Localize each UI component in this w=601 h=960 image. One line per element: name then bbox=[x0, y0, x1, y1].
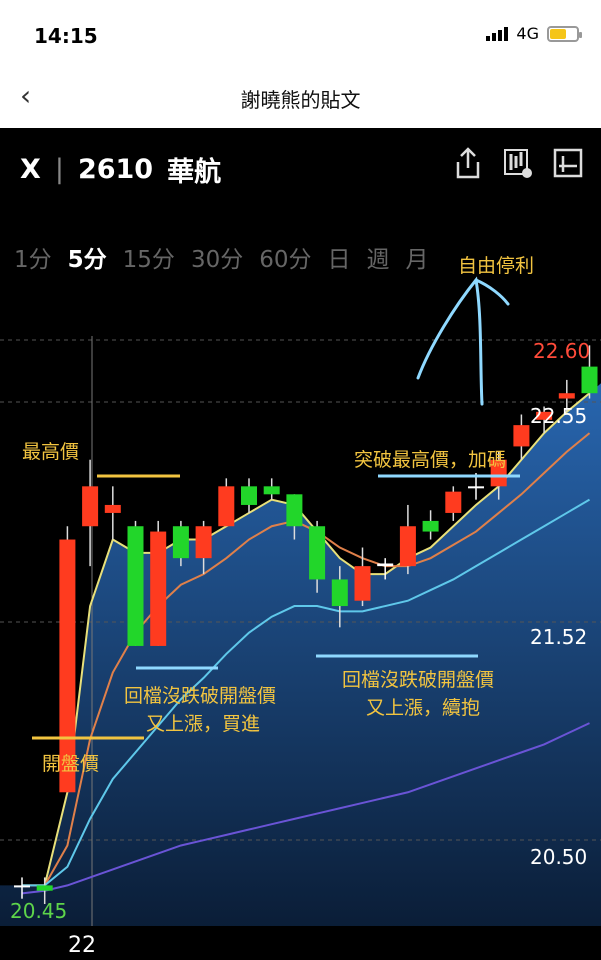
candle bbox=[36, 877, 53, 905]
candle-body bbox=[331, 579, 348, 607]
candle-body bbox=[82, 486, 99, 527]
period-tab[interactable]: 月 bbox=[405, 247, 429, 273]
moving-average-line bbox=[21, 722, 590, 895]
pullback2-label-1: 回檔沒跌破開盤價 bbox=[342, 669, 494, 691]
back-chevron-icon[interactable]: ‹ bbox=[20, 79, 32, 112]
price-label-second: 22.55 bbox=[530, 404, 587, 428]
candle bbox=[82, 459, 99, 567]
candle bbox=[558, 379, 575, 412]
candle-body bbox=[445, 491, 462, 513]
moving-average-line bbox=[22, 498, 591, 887]
take-profit-arrow bbox=[416, 276, 510, 406]
candle bbox=[399, 504, 416, 575]
candle bbox=[377, 558, 394, 580]
candle-body bbox=[218, 486, 235, 527]
candle bbox=[445, 486, 462, 521]
candle-body bbox=[399, 526, 416, 567]
candle-body bbox=[14, 885, 30, 888]
candle-body bbox=[377, 563, 394, 567]
candle-body bbox=[536, 411, 553, 420]
indicator-settings-icon[interactable] bbox=[503, 146, 533, 180]
candle bbox=[218, 478, 235, 527]
network-type: 4G bbox=[516, 24, 539, 43]
candle-body bbox=[172, 526, 189, 559]
period-tab[interactable]: 60分 bbox=[259, 247, 312, 273]
period-tab[interactable]: 30分 bbox=[190, 247, 244, 273]
price-label-lower: 20.50 bbox=[530, 845, 587, 869]
candle-body bbox=[513, 425, 530, 447]
candle bbox=[354, 547, 371, 607]
signal-icon bbox=[486, 26, 509, 41]
candle-body bbox=[354, 566, 371, 601]
candle-body bbox=[195, 526, 212, 559]
candle bbox=[172, 520, 189, 567]
candle bbox=[150, 520, 167, 646]
candle bbox=[536, 406, 553, 434]
candle bbox=[241, 478, 257, 513]
x-axis-label: 22 bbox=[68, 933, 96, 958]
moving-average-line bbox=[22, 432, 591, 887]
candle bbox=[195, 520, 212, 575]
moving-average-line bbox=[22, 392, 591, 887]
chart-toolbar bbox=[453, 146, 583, 180]
share-icon[interactable] bbox=[453, 146, 483, 180]
page-title: 謝曉熊的貼文 bbox=[240, 88, 361, 112]
candle-body bbox=[241, 486, 257, 505]
separator: | bbox=[54, 154, 64, 185]
candle bbox=[104, 486, 121, 540]
candle bbox=[581, 345, 598, 399]
candle bbox=[422, 510, 439, 540]
period-tab[interactable]: 15分 bbox=[122, 247, 175, 273]
candle-body bbox=[263, 486, 280, 495]
take-profit-label: 自由停利 bbox=[458, 256, 534, 277]
status-time: 14:15 bbox=[34, 24, 98, 48]
app-header: 14:15 4G ‹ 謝曉熊的貼文 bbox=[0, 0, 601, 128]
candle-body bbox=[59, 539, 76, 793]
breakout-label: 突破最高價，加碼 bbox=[354, 449, 506, 471]
candle bbox=[286, 494, 303, 540]
candle bbox=[331, 566, 348, 628]
candle-body bbox=[309, 526, 326, 580]
period-tab[interactable]: 1分 bbox=[14, 247, 52, 273]
period-tabs: 1分 5分 15分 30分 60分日週月 bbox=[14, 240, 429, 274]
period-tab[interactable]: 週 bbox=[366, 247, 390, 273]
period-tab[interactable]: 5分 bbox=[67, 247, 107, 273]
battery-icon bbox=[547, 25, 582, 42]
price-area bbox=[0, 383, 601, 926]
candle bbox=[59, 526, 76, 793]
candle bbox=[14, 877, 30, 899]
candle-body bbox=[581, 366, 598, 394]
candle-body bbox=[422, 520, 439, 532]
pullback2-label-2: 又上漲，續抱 bbox=[366, 697, 480, 719]
candle-body bbox=[286, 494, 303, 527]
close-icon[interactable]: X bbox=[20, 154, 41, 185]
candle-body bbox=[127, 526, 144, 646]
price-label-top: 22.60 bbox=[533, 339, 590, 363]
candle-body bbox=[490, 459, 507, 487]
candle-body bbox=[104, 504, 121, 513]
crosshair-icon[interactable] bbox=[553, 146, 583, 180]
price-label-mid: 21.52 bbox=[530, 625, 587, 649]
period-tab[interactable]: 日 bbox=[327, 247, 351, 273]
price-label-low: 20.45 bbox=[10, 899, 67, 923]
candle bbox=[127, 520, 144, 646]
candle bbox=[263, 478, 280, 500]
status-indicators: 4G bbox=[486, 24, 582, 43]
candle bbox=[513, 414, 530, 460]
open-price-label: 開盤價 bbox=[42, 753, 99, 775]
stock-code: 2610 bbox=[77, 154, 154, 185]
candle bbox=[309, 520, 326, 593]
candle-body bbox=[150, 531, 167, 646]
candlestick-chart: 22.60 22.55 21.52 20.50 20.45 22 自由停利 最高… bbox=[0, 256, 601, 958]
pullback1-label-2: 又上漲，買進 bbox=[146, 713, 260, 735]
stock-name: 華航 bbox=[167, 157, 222, 188]
candle-body bbox=[468, 486, 484, 489]
chart-screenshot: X | 2610 華航 1分 5分 15分 30分 60分日週月 bbox=[0, 128, 601, 960]
stock-bar: X | 2610 華航 bbox=[20, 150, 221, 189]
highest-price-label: 最高價 bbox=[22, 441, 79, 463]
candle-body bbox=[36, 885, 53, 891]
pullback1-label-1: 回檔沒跌破開盤價 bbox=[124, 685, 276, 707]
candle-body bbox=[558, 393, 575, 399]
